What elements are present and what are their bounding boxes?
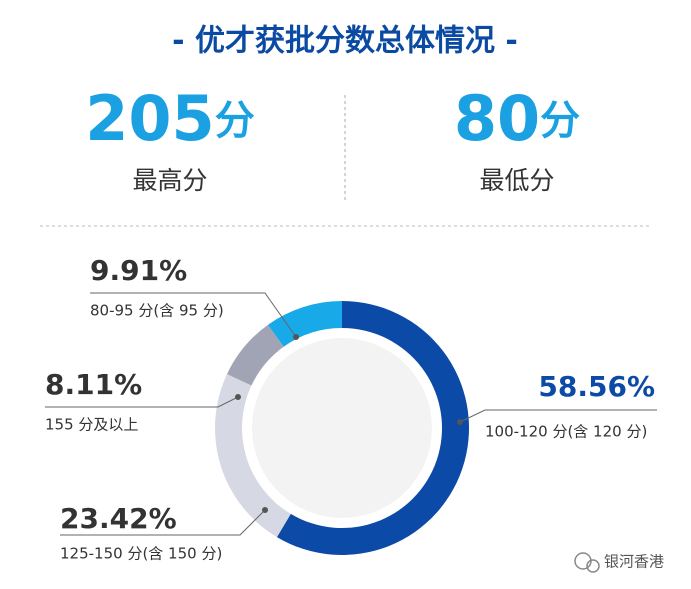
stat-unit: 分 [215, 98, 255, 144]
leader-line [459, 409, 657, 423]
leader-dot [262, 507, 268, 513]
donut-segment [227, 324, 284, 386]
stat-label: 最低分 [479, 166, 554, 195]
donut-center [252, 338, 432, 518]
category-label: 125-150 分(含 150 分) [60, 545, 222, 563]
stat-unit: 分 [540, 98, 580, 144]
leader-line [60, 509, 266, 536]
donut-chart: 58.56% 100-120 分(含 120 分) 23.42% 125-150 分(… [45, 254, 657, 563]
category-label: 80-95 分(含 95 分) [90, 302, 224, 320]
donut-segment [276, 301, 469, 555]
watermark-text: 银河香港 [604, 553, 664, 571]
watermark-icon [586, 559, 600, 573]
category-label: 100-120 分(含 120 分) [485, 423, 647, 441]
leader-dot [235, 394, 241, 400]
value-label: 8.11% [45, 368, 142, 401]
stat-number: 205 [85, 82, 214, 155]
value-label: 58.56% [538, 370, 655, 403]
watermark: 银河香港 [574, 552, 664, 573]
leader-line [90, 292, 297, 338]
category-label: 155 分及以上 [45, 416, 138, 434]
donut-segment [267, 301, 342, 347]
donut-segment [214, 374, 291, 538]
leader-dot [457, 419, 463, 425]
stat-label: 最高分 [132, 166, 207, 195]
leader-dot [293, 334, 299, 340]
leader-line [45, 396, 239, 408]
stat-number: 80 [454, 82, 540, 155]
stat-value: 80分 [454, 82, 580, 155]
value-label: 9.91% [90, 254, 187, 287]
stat-value: 205分 [85, 82, 254, 155]
value-label: 23.42% [60, 502, 177, 535]
title: - 优才获批分数总体情况 - [172, 24, 518, 59]
